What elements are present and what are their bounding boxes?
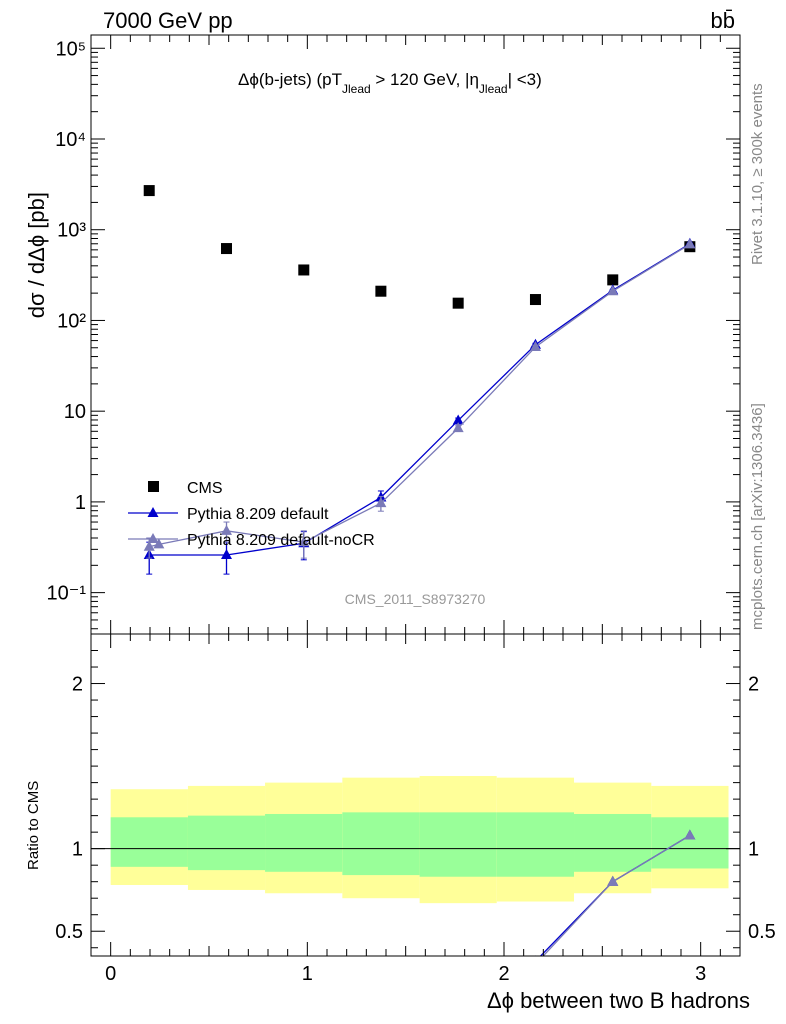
title-sub-1: Jlead xyxy=(342,82,371,96)
watermark-label: CMS_2011_S8973270 xyxy=(345,591,486,607)
legend: CMS Pythia 8.209 default Pythia 8.209 defa… xyxy=(128,480,375,549)
data-point xyxy=(529,340,541,351)
x-tick-label: 2 xyxy=(498,963,509,985)
process-label: bb̄ xyxy=(711,8,735,33)
data-point xyxy=(298,264,310,276)
x-axis-label: Δϕ between two B hadrons xyxy=(487,988,750,1013)
data-point xyxy=(607,285,619,296)
main-y-tick-label: 10² xyxy=(57,310,86,332)
legend-marker xyxy=(148,481,159,492)
legend-label: CMS xyxy=(187,480,223,497)
main-y-tick-label: 10 xyxy=(64,401,86,423)
data-point xyxy=(375,497,387,508)
ratio-point xyxy=(684,829,696,840)
main-y-tick-label: 10⁻¹ xyxy=(47,583,87,605)
ratio-band-green xyxy=(651,817,729,869)
data-point xyxy=(298,536,310,547)
ratio-panel: 0.5 0.5 1 1 2 2 0 1 2 3 Ratio to CMS Δϕ between t… xyxy=(25,633,776,1013)
ratio-band-green xyxy=(110,817,188,867)
title-part-c: | <3) xyxy=(508,70,542,89)
legend-label: Pythia 8.209 default-noCR xyxy=(187,532,375,549)
data-point xyxy=(221,548,233,559)
data-point xyxy=(684,238,696,249)
ratio-band-green xyxy=(342,812,420,876)
title-sub-2: Jlead xyxy=(479,82,508,96)
main-y-tick-label: 10⁵ xyxy=(55,38,86,60)
ratio-band-green xyxy=(265,813,343,872)
ratio-y-tick-label-right: 2 xyxy=(748,674,759,696)
ratio-point xyxy=(607,875,619,886)
legend-label: Pythia 8.209 default xyxy=(187,506,329,523)
title-part-a: Δϕ(b-jets) (pT xyxy=(238,70,342,89)
ratio-band-green xyxy=(496,812,575,877)
data-point xyxy=(153,538,165,549)
ratio-y-tick-label-right: 0.5 xyxy=(748,921,776,943)
ratio-band-green xyxy=(419,812,497,877)
series-pythia-default-nocr xyxy=(143,238,696,559)
main-y-axis-label: dσ / dΔϕ [pb] xyxy=(24,192,49,318)
main-y-tick-label: 1 xyxy=(75,492,86,514)
data-point xyxy=(452,297,464,309)
data-point xyxy=(375,285,387,297)
data-point xyxy=(221,524,233,535)
x-tick-label: 0 xyxy=(105,963,116,985)
data-point xyxy=(452,422,464,433)
ratio-y-axis-label: Ratio to CMS xyxy=(25,781,42,870)
x-tick-label: 1 xyxy=(302,963,313,985)
ratio-point xyxy=(530,958,541,968)
ratio-point xyxy=(535,955,536,956)
ratio-y-tick-label-left: 2 xyxy=(72,674,83,696)
series-line xyxy=(149,243,691,548)
ratio-y-tick-label-right: 1 xyxy=(748,839,759,861)
ratio-y-tick-label-left: 0.5 xyxy=(55,921,83,943)
main-y-tick-label: 10³ xyxy=(57,220,86,242)
mcplots-label: mcplots.cern.ch [arXiv:1306.3436] xyxy=(749,403,766,630)
ratio-series-pythia-default-nocr xyxy=(530,829,696,968)
ratio-y-tick-label-left: 1 xyxy=(72,839,83,861)
rivet-label: Rivet 3.1.10, ≥ 300k events xyxy=(749,83,766,265)
series-line xyxy=(149,243,691,556)
legend-marker xyxy=(147,507,159,517)
legend-marker xyxy=(147,533,159,543)
main-title: Δϕ(b-jets) (pTJlead > 120 GeV, |ηJlead| … xyxy=(238,70,542,96)
main-y-tick-label: 10⁴ xyxy=(55,129,86,151)
ratio-band-green xyxy=(187,815,266,871)
data-point xyxy=(529,294,541,306)
data-point xyxy=(143,185,155,197)
ratio-band-green xyxy=(574,813,652,872)
main-panel: 10⁻¹ 1 10 10² 10³ 10⁴ 10⁵ dσ / dΔϕ [pb] Δϕ(b-j… xyxy=(24,34,741,635)
x-tick-label: 3 xyxy=(695,963,706,985)
data-point xyxy=(143,540,155,551)
energy-label: 7000 GeV pp xyxy=(103,8,233,33)
title-part-b: > 120 GeV, |η xyxy=(371,70,479,89)
ratio-frame xyxy=(90,633,741,957)
data-point xyxy=(221,243,233,255)
data-point xyxy=(452,414,464,425)
data-point xyxy=(607,274,619,286)
